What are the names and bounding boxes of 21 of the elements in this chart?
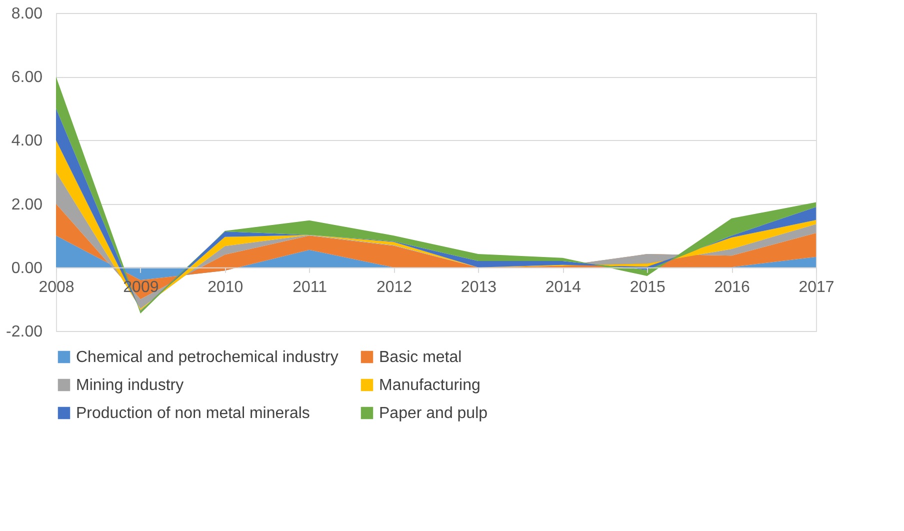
y-tick-label: 2.00 <box>11 196 43 214</box>
x-tick-label: 2013 <box>460 278 497 296</box>
legend-label: Mining industry <box>76 377 184 394</box>
y-tick-label: 6.00 <box>11 69 43 86</box>
x-tick-label: 2008 <box>38 278 74 296</box>
y-tick-label: -2.00 <box>6 324 43 340</box>
x-tick-label: 2016 <box>714 278 750 296</box>
x-tick-label: 2015 <box>630 278 666 296</box>
legend-label: Chemical and petrochemical industry <box>76 349 338 366</box>
legend-label: Basic metal <box>379 349 462 366</box>
legend-label: Paper and pulp <box>379 405 488 422</box>
legend-label: Manufacturing <box>379 377 480 394</box>
y-tick-label: 8.00 <box>11 6 43 22</box>
y-tick-label: 0.00 <box>11 260 43 277</box>
legend-label: Production of non metal minerals <box>76 405 310 422</box>
y-tick-label: 4.00 <box>11 132 43 150</box>
x-tick-label: 2014 <box>545 278 582 296</box>
x-tick-label: 2010 <box>208 278 244 296</box>
x-tick-label: 2012 <box>376 278 412 296</box>
x-tick-label: 2017 <box>798 278 834 296</box>
x-tick-label: 2011 <box>292 278 328 296</box>
